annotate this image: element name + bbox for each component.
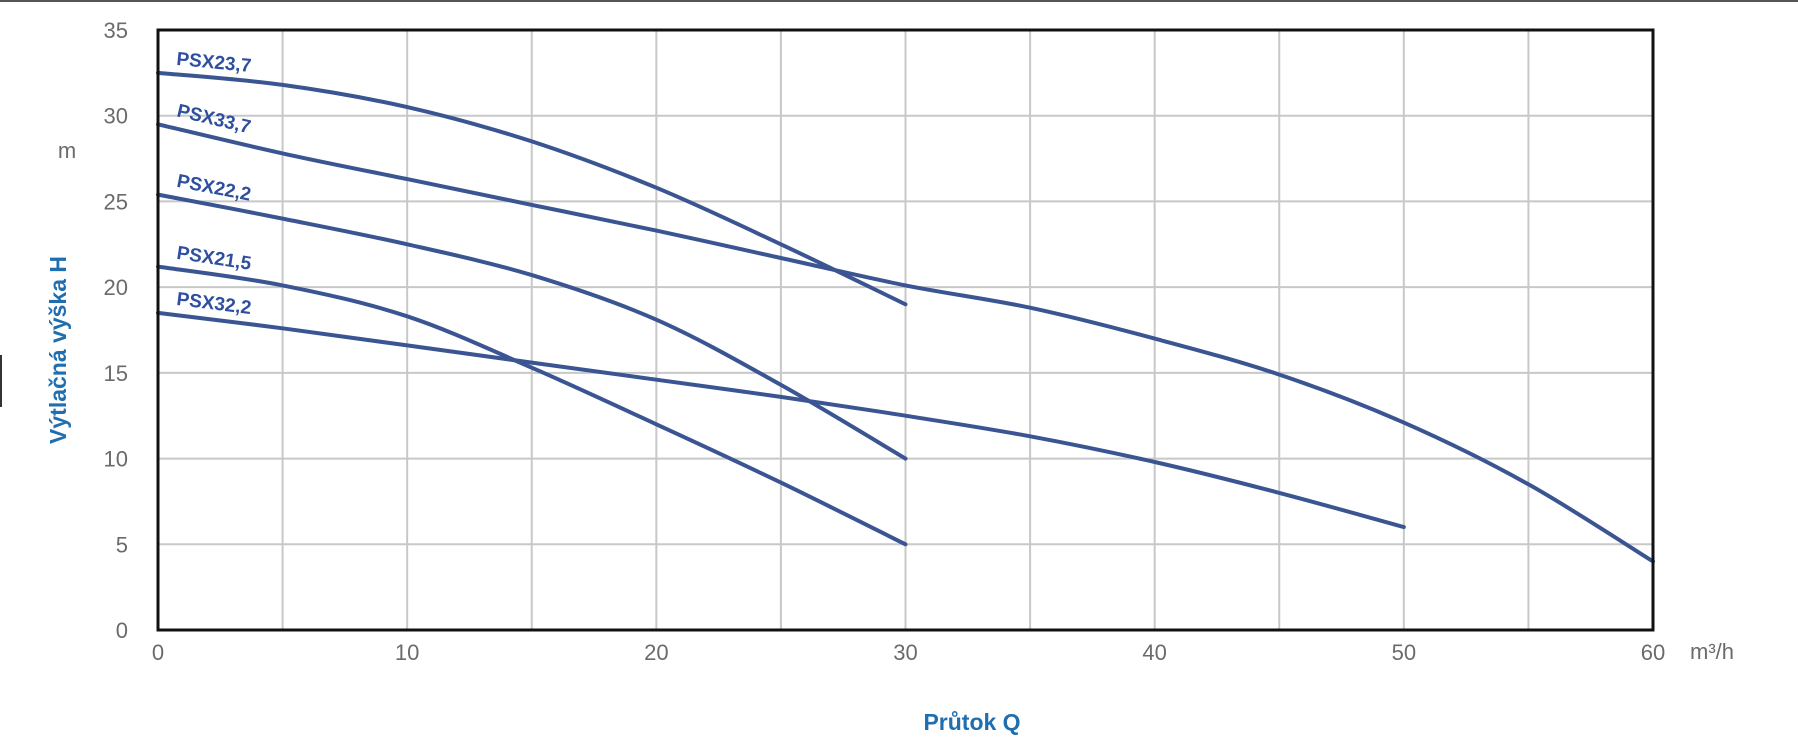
- series-lines: [156, 70, 1655, 564]
- left-edge-mark: [0, 355, 2, 407]
- x-tick-label: 50: [1392, 640, 1416, 665]
- x-tick-label: 0: [152, 640, 164, 665]
- series-line-psx21-5: [156, 264, 908, 547]
- x-tick-label: 20: [644, 640, 668, 665]
- plot-frame: [156, 28, 1655, 632]
- series-line-psx22-2: [156, 192, 908, 461]
- series-line-psx32-2: [156, 310, 1406, 530]
- y-tick-label: 35: [104, 18, 128, 43]
- x-tick-label: 60: [1641, 640, 1665, 665]
- y-tick-label: 25: [104, 189, 128, 214]
- y-tick-label: 0: [116, 618, 128, 643]
- y-tick-label: 20: [104, 275, 128, 300]
- grid: [157, 29, 1654, 631]
- top-border-line: [0, 0, 1798, 2]
- series-line-psx33-7: [156, 122, 1655, 564]
- y-tick-label: 15: [104, 361, 128, 386]
- y-tick-labels: 0 5 10 15 20 25 30 35: [104, 18, 128, 643]
- y-tick-label: 10: [104, 447, 128, 472]
- series-line-psx23-7: [156, 70, 908, 307]
- y-tick-label: 30: [104, 104, 128, 129]
- x-tick-label: 30: [893, 640, 917, 665]
- y-tick-label: 5: [116, 532, 128, 557]
- x-axis-unit: m³/h: [1690, 639, 1734, 664]
- y-axis-title: Výtlačná výška H: [45, 256, 71, 444]
- x-tick-label: 40: [1142, 640, 1166, 665]
- x-tick-labels: 0 10 20 30 40 50 60: [152, 640, 1665, 665]
- x-axis-title: Průtok Q: [923, 709, 1020, 735]
- y-axis-unit: m: [58, 138, 76, 163]
- series-label-psx23-7: PSX23,7: [176, 49, 253, 77]
- x-tick-label: 10: [395, 640, 419, 665]
